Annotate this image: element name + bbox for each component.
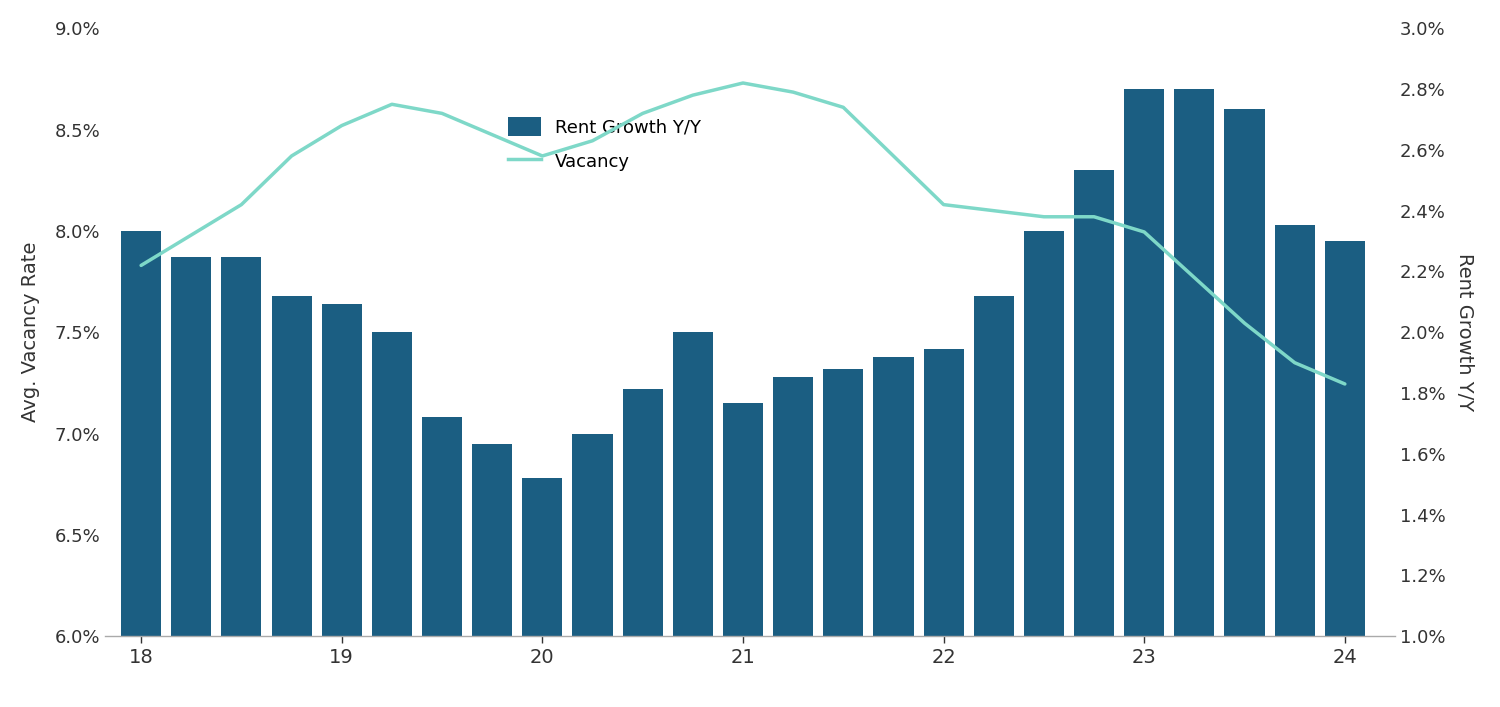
Bar — [924, 349, 963, 707]
Bar — [522, 478, 562, 707]
Bar — [1124, 89, 1164, 707]
Bar — [674, 332, 712, 707]
Bar — [122, 231, 160, 707]
Bar — [772, 377, 813, 707]
Bar — [1324, 241, 1365, 707]
Bar — [321, 304, 362, 707]
Y-axis label: Avg. Vacancy Rate: Avg. Vacancy Rate — [21, 242, 40, 423]
Bar — [1275, 225, 1316, 707]
Y-axis label: Rent Growth Y/Y: Rent Growth Y/Y — [1455, 253, 1473, 411]
Bar — [372, 332, 413, 707]
Bar — [573, 433, 612, 707]
Bar — [1174, 89, 1215, 707]
Bar — [1224, 110, 1264, 707]
Bar — [171, 257, 211, 707]
Bar — [272, 296, 312, 707]
Bar — [622, 389, 663, 707]
Bar — [824, 369, 864, 707]
Bar — [974, 296, 1014, 707]
Bar — [1024, 231, 1063, 707]
Bar — [873, 356, 913, 707]
Bar — [422, 417, 462, 707]
Bar — [1074, 170, 1114, 707]
Legend: Rent Growth Y/Y, Vacancy: Rent Growth Y/Y, Vacancy — [501, 110, 708, 178]
Bar — [222, 257, 261, 707]
Bar — [472, 444, 513, 707]
Bar — [723, 403, 764, 707]
